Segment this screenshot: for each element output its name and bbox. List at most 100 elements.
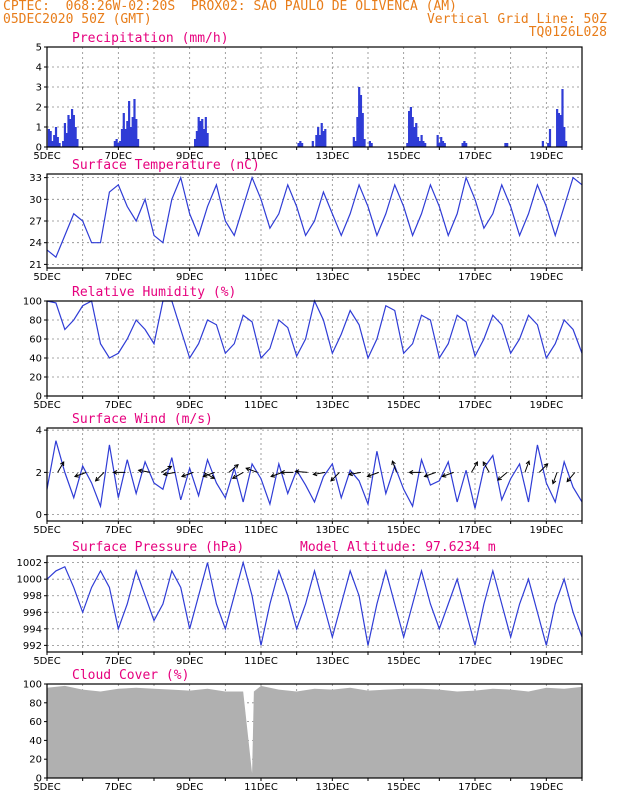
wind-arrow	[330, 472, 340, 482]
y-tick-label: 24	[29, 238, 42, 249]
precip-bar	[49, 131, 52, 147]
precip-bar	[53, 135, 56, 147]
precip-bar	[315, 135, 318, 147]
x-tick-label: 5DEC	[33, 151, 60, 162]
wind-arrow	[524, 460, 530, 473]
x-tick-label: 17DEC	[458, 782, 492, 793]
x-tick-label: 9DEC	[176, 272, 203, 283]
precip-bar	[113, 141, 116, 147]
wind-arrow	[482, 461, 490, 473]
y-tick-label: 4	[36, 63, 42, 74]
precip-bar	[115, 139, 118, 147]
x-tick-label: 11DEC	[244, 782, 278, 793]
precip-bar	[120, 129, 124, 147]
wind-arrow-head	[234, 464, 239, 469]
wind-arrow-head	[294, 469, 300, 474]
y-tick-label: 40	[29, 354, 42, 365]
precip-bar	[415, 123, 418, 147]
y-tick-label: 40	[29, 736, 42, 747]
precip-bar	[416, 137, 420, 147]
precip-bar	[564, 141, 568, 147]
wind-arrow-head	[112, 470, 118, 475]
precip-bar	[436, 135, 439, 147]
precip-bar	[324, 129, 327, 147]
precip-bar	[409, 107, 412, 147]
header-date-line: 05DEC2020 50Z (GMT)	[3, 12, 152, 27]
wind-arrow-head	[348, 471, 353, 477]
precip-bar	[465, 143, 468, 147]
precip-bar	[541, 141, 544, 147]
x-tick-label: 7DEC	[105, 151, 132, 162]
y-tick-label: 996	[23, 608, 42, 619]
precip-bar	[194, 139, 197, 147]
x-tick-label: 7DEC	[105, 525, 132, 536]
x-tick-label: 19DEC	[529, 151, 563, 162]
x-tick-label: 7DEC	[105, 782, 132, 793]
x-tick-label: 5DEC	[33, 272, 60, 283]
wind-arrow	[367, 471, 379, 477]
x-tick-label: 19DEC	[529, 525, 563, 536]
wind-arrow	[313, 471, 326, 475]
precip-bar	[561, 89, 564, 147]
precip-bar	[204, 117, 207, 147]
wind-arrow	[203, 471, 215, 477]
y-tick-label: 0	[36, 392, 42, 403]
wind-arrow	[57, 461, 65, 473]
x-tick-label: 11DEC	[244, 272, 278, 283]
wind-arrow-head	[543, 463, 549, 468]
precip-bar	[72, 115, 75, 147]
wind-arrow	[245, 467, 258, 473]
wind-arrow-head	[482, 461, 487, 467]
precip-bar	[463, 141, 466, 147]
x-tick-label: 13DEC	[315, 272, 349, 283]
y-tick-label: 2	[36, 103, 42, 114]
wind-arrow	[163, 471, 176, 475]
wind-arrow-head	[566, 477, 572, 483]
precip-bar	[420, 135, 423, 147]
precip-bar	[51, 141, 54, 147]
precip-bar	[440, 137, 443, 147]
x-tick-label: 13DEC	[315, 400, 349, 411]
y-tick-label: 0	[36, 510, 42, 521]
precip-bar	[202, 129, 206, 147]
header-station-line: CPTEC: 068:26W-02:20S PROX02: SAO PAULO …	[3, 0, 457, 14]
precip-bar	[70, 109, 74, 147]
precip-bar	[131, 117, 134, 147]
wind-arrow-head	[60, 461, 65, 467]
precip-bar	[408, 111, 411, 147]
wind-arrow	[74, 471, 87, 477]
wind-arrow-head	[231, 474, 237, 479]
wind-arrow-head	[391, 460, 396, 466]
wind-arrow-head	[366, 473, 372, 478]
panel-title-precip: Precipitation (mm/h)	[72, 31, 229, 46]
x-tick-label: 19DEC	[529, 782, 563, 793]
wind-arrow-head	[210, 474, 216, 479]
precip-bar	[133, 99, 136, 147]
precip-bar	[361, 113, 364, 147]
precip-bar	[547, 143, 550, 147]
y-tick-label: 80	[29, 316, 42, 327]
precip-bar	[63, 123, 67, 147]
precip-bar	[424, 143, 427, 147]
wind-arrow-head	[525, 460, 531, 466]
panel-wind: 0 2 4 5DEC 7DEC 9DEC 11DEC 13DEC 15DEC 17DEC 19DEC…	[33, 412, 583, 536]
precip-bar	[67, 115, 70, 147]
precip-bar	[359, 95, 363, 147]
model-altitude-label: Model Altitude: 97.6234 m	[300, 540, 496, 555]
x-tick-label: 15DEC	[387, 782, 421, 793]
header-grid-line-label: Vertical Grid Line: 50Z	[426, 12, 607, 27]
x-tick-label: 11DEC	[244, 525, 278, 536]
y-tick-label: 1	[36, 123, 42, 134]
wind-arrow	[424, 471, 436, 477]
wind-arrow-head	[312, 471, 318, 477]
panel-cloud: 0 20 40 60 80 100 5DEC 7DEC 9DEC 11DEC 13DEC 15DEC 1…	[23, 668, 583, 793]
y-tick-label: 80	[29, 698, 42, 709]
x-tick-label: 13DEC	[315, 656, 349, 667]
x-tick-label: 13DEC	[315, 782, 349, 793]
temp-line	[46, 175, 583, 259]
wind-arrow-head	[270, 473, 276, 478]
precip-bar	[368, 141, 371, 147]
x-tick-label: 15DEC	[387, 400, 421, 411]
y-tick-label: 1002	[17, 558, 42, 569]
y-tick-label: 60	[29, 335, 42, 346]
